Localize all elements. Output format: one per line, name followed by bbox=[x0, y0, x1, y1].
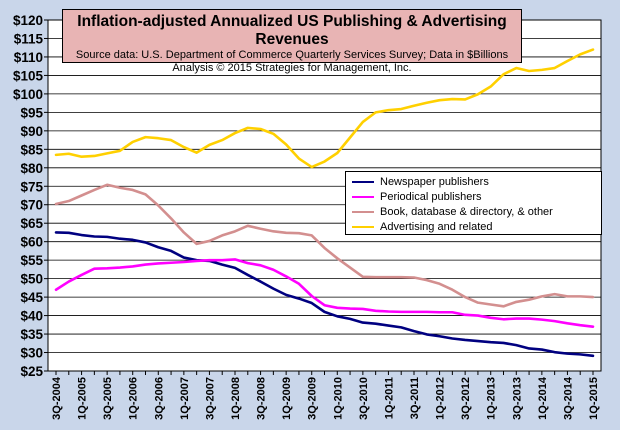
x-tick-label: 1Q-2009 bbox=[281, 377, 293, 420]
y-tick-label: $95 bbox=[20, 105, 43, 120]
y-tick-label: $80 bbox=[20, 161, 43, 176]
x-tick-label: 3Q-2004 bbox=[51, 376, 63, 420]
x-tick-label: 1Q-2007 bbox=[179, 377, 191, 420]
x-tick-label: 3Q-2005 bbox=[102, 377, 114, 420]
x-tick-label: 1Q-2013 bbox=[486, 377, 498, 420]
x-tick-label: 3Q-2012 bbox=[460, 377, 472, 420]
x-tick-label: 3Q-2010 bbox=[358, 377, 370, 420]
series-lines bbox=[54, 48, 595, 358]
x-tick-label: 3Q-2007 bbox=[204, 377, 216, 420]
y-tick-label: $25 bbox=[20, 364, 43, 379]
y-tick-label: $115 bbox=[14, 31, 44, 46]
legend-swatch-newspaper bbox=[352, 180, 374, 183]
series-line-periodical bbox=[54, 258, 595, 328]
x-tick-label: 1Q-2010 bbox=[332, 377, 344, 420]
y-axis: $25 $30 $35 $40 $45 $50 $55 $60 $65 $70 $75 $80 $85 $… bbox=[13, 13, 48, 379]
y-tick-label: $85 bbox=[20, 142, 43, 157]
x-tick-label: 1Q-2014 bbox=[537, 376, 549, 420]
y-tick-label: $90 bbox=[20, 124, 43, 139]
legend-swatch-book bbox=[352, 210, 374, 213]
y-tick-label: $70 bbox=[20, 198, 43, 213]
x-tick-label: 1Q-2008 bbox=[230, 377, 242, 420]
x-tick-label: 3Q-2008 bbox=[256, 377, 268, 420]
y-tick-label: $60 bbox=[20, 235, 43, 250]
x-axis: 3Q-2004 1Q-2005 3Q-2005 1Q-2006 3Q-2006 1Q-20… bbox=[51, 371, 600, 420]
x-tick-label: 1Q-2011 bbox=[383, 377, 395, 419]
chart-subtitle-copyright: Analysis © 2015 Strategies for Managemen… bbox=[172, 62, 412, 74]
x-tick-label: 3Q-2013 bbox=[511, 377, 523, 420]
y-tick-label: $45 bbox=[20, 290, 43, 305]
legend: Newspaper publishers Periodical publishe… bbox=[345, 171, 602, 235]
y-tick-label: $55 bbox=[20, 253, 43, 268]
y-tick-label: $40 bbox=[20, 309, 43, 324]
legend-swatch-periodical bbox=[352, 195, 374, 198]
legend-item-periodical: Periodical publishers bbox=[352, 189, 601, 204]
legend-label-periodical: Periodical publishers bbox=[380, 190, 482, 203]
chart-subtitle-source: Source data: U.S. Department of Commerce… bbox=[75, 49, 509, 61]
legend-item-advertising: Advertising and related bbox=[352, 219, 601, 234]
x-tick-label: 1Q-2015 bbox=[588, 377, 600, 420]
y-tick-label: $100 bbox=[13, 87, 43, 102]
legend-label-book: Book, database & directory, & other bbox=[380, 205, 553, 218]
chart-title-box: Inflation-adjusted Annualized US Publish… bbox=[62, 9, 522, 74]
y-tick-label: $75 bbox=[20, 179, 43, 194]
chart-title: Inflation-adjusted Annualized US Publish… bbox=[77, 13, 507, 48]
y-tick-label: $30 bbox=[20, 346, 43, 361]
x-tick-label: 3Q-2009 bbox=[307, 377, 319, 420]
series-line-book bbox=[54, 183, 595, 308]
legend-item-book: Book, database & directory, & other bbox=[352, 204, 601, 219]
y-tick-label: $105 bbox=[13, 68, 44, 83]
y-tick-label: $50 bbox=[20, 272, 43, 287]
legend-label-newspaper: Newspaper publishers bbox=[380, 175, 489, 188]
x-tick-label: 1Q-2006 bbox=[128, 377, 140, 420]
x-tick-label: 1Q-2012 bbox=[435, 377, 447, 420]
x-tick-label: 3Q-2011 bbox=[409, 377, 421, 419]
legend-label-advertising: Advertising and related bbox=[380, 220, 493, 233]
y-tick-label: $65 bbox=[20, 216, 43, 231]
x-tick-label: 3Q-2014 bbox=[562, 376, 574, 420]
x-tick-label: 1Q-2005 bbox=[77, 377, 89, 420]
series-line-newspaper bbox=[54, 231, 595, 358]
y-tick-label: $110 bbox=[14, 50, 43, 65]
x-tick-label: 3Q-2006 bbox=[153, 377, 165, 420]
series-line-advertising bbox=[54, 48, 595, 169]
y-tick-label: $120 bbox=[13, 13, 43, 28]
y-tick-label: $35 bbox=[20, 327, 43, 342]
legend-item-newspaper: Newspaper publishers bbox=[352, 174, 601, 189]
legend-swatch-advertising bbox=[352, 225, 374, 228]
